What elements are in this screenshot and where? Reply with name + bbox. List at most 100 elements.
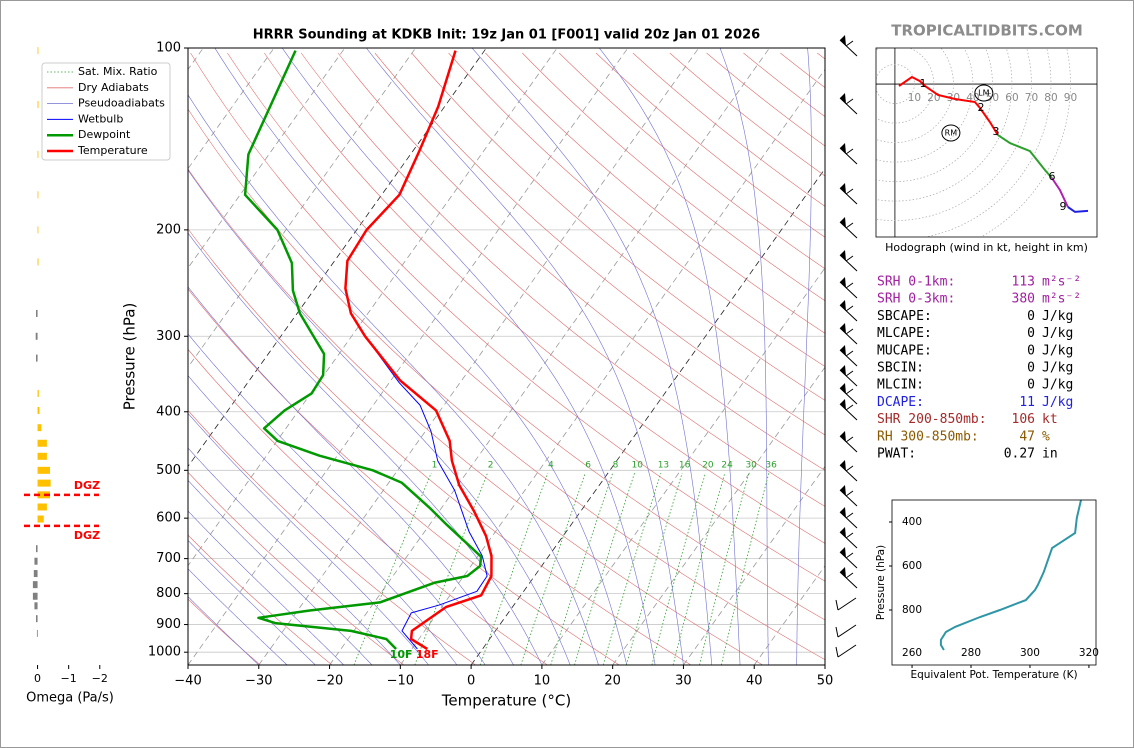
hodo-trace (1051, 177, 1069, 208)
surface-label: 10F (390, 648, 413, 661)
barb-line (845, 98, 854, 105)
y-tick-label: 500 (156, 463, 181, 478)
pseudoadiabat (719, 48, 769, 665)
dry-adiabat (188, 288, 620, 665)
omega-bar (37, 515, 44, 523)
barb-line (845, 40, 854, 47)
barb-line (845, 465, 854, 472)
legend-label: Temperature (77, 144, 148, 157)
pseudoadiabat (188, 169, 571, 665)
legend-label: Pseudoadiabats (78, 97, 165, 110)
pseudoadiabat (188, 286, 514, 665)
thetae-frame (891, 499, 1097, 666)
omega-bar (36, 615, 38, 623)
barb-line (845, 328, 854, 335)
height-label: 1 (920, 77, 927, 90)
thetae-line (939, 499, 1082, 651)
index-unit: % (1042, 429, 1050, 444)
barb-flag (840, 527, 846, 538)
x-tick-label: 280 (961, 647, 981, 659)
legend-label: Dewpoint (78, 128, 131, 141)
dry-adiabat (337, 52, 825, 471)
x-tick-label: −30 (245, 674, 272, 689)
y-axis-label: Pressure (hPa) (121, 303, 139, 411)
dry-adiabat (190, 52, 825, 621)
mixing-ratio-label: 24 (721, 461, 733, 471)
x-tick-label: −1 (61, 672, 77, 685)
dry-adiabat (188, 228, 692, 665)
barb-flag (840, 460, 846, 471)
y-tick-label: 600 (902, 560, 922, 572)
index-label: SRH 0-1km: (877, 275, 955, 290)
dry-adiabat (188, 534, 333, 665)
storm-motion-label: RM (945, 128, 958, 137)
omega-bar (37, 439, 47, 447)
x-tick-label: 0 (34, 672, 41, 685)
x-tick-label: −10 (387, 674, 414, 689)
isotherm (188, 48, 416, 368)
mixing-ratio-line (651, 472, 706, 665)
pseudoadiabat (471, 48, 713, 665)
mixing-ratio-line (520, 472, 586, 665)
pseudoadiabat (188, 333, 486, 665)
x-tick-label: 300 (1020, 647, 1040, 659)
pseudoadiabat (188, 232, 543, 665)
omega-bar (37, 452, 47, 460)
ring-label: 70 (1025, 92, 1038, 104)
y-axis-label: Pressure (hPa) (875, 545, 887, 620)
barb-flag (840, 399, 846, 410)
x-tick-label: 320 (1079, 647, 1099, 659)
dry-adiabat (374, 52, 825, 436)
storm-motion (974, 84, 994, 102)
barb-line (845, 255, 854, 262)
pseudoadiabat (188, 510, 344, 665)
dry-adiabat (485, 52, 825, 334)
mixing-ratio-label: 2 (488, 461, 494, 471)
index-value: 47 (1019, 429, 1035, 444)
omega-bar (34, 602, 38, 610)
omega-bar (37, 47, 39, 55)
barb-staff (837, 644, 857, 658)
barb-line (835, 646, 839, 658)
index-value: 106 (1012, 412, 1035, 427)
pseudoadiabat (188, 568, 288, 665)
omega-bar (36, 309, 38, 317)
omega-bar (37, 406, 40, 414)
barb-flag (840, 183, 846, 194)
isotherm (188, 48, 629, 665)
index-unit: kt (1042, 412, 1058, 427)
dry-adiabat (188, 471, 405, 665)
barb-flag (840, 345, 846, 356)
dry-adiabat (188, 168, 763, 665)
mixing-ratio-label: 13 (658, 461, 669, 471)
hodo-ring (876, 48, 974, 163)
index-unit: J/kg (1042, 395, 1073, 410)
y-tick-label: 400 (902, 516, 922, 528)
x-axis-label: Equivalent Pot. Temperature (K) (910, 669, 1077, 681)
barb-flag (840, 365, 846, 376)
omega-bar (34, 557, 38, 565)
barb-staff (837, 597, 857, 611)
dry-adiabat (632, 52, 825, 207)
hodo-ring (876, 48, 1032, 221)
x-tick-label: 10 (534, 674, 551, 689)
index-unit: J/kg (1042, 343, 1073, 358)
mixing-ratio-label: 36 (765, 461, 777, 471)
pseudoadiabat (796, 48, 812, 665)
y-tick-label: 900 (156, 617, 181, 632)
omega-bar (32, 592, 38, 600)
dry-adiabat (264, 52, 825, 544)
mixing-ratio-label: 30 (745, 461, 757, 471)
ring-label: 90 (1064, 92, 1077, 104)
legend-label: Sat. Mix. Ratio (78, 65, 158, 78)
mixing-ratio-label: 8 (613, 461, 619, 471)
omega-bar (36, 629, 38, 637)
isotherm (188, 48, 487, 468)
barb-line (845, 350, 854, 357)
omega-bar (33, 570, 38, 578)
hodo-caption: Hodograph (wind in kt, height in km) (885, 241, 1088, 254)
index-value: 0 (1027, 309, 1035, 324)
index-label: PWAT: (877, 447, 916, 462)
barb-flag (840, 93, 846, 104)
storm-motion-label: LM (978, 89, 989, 98)
